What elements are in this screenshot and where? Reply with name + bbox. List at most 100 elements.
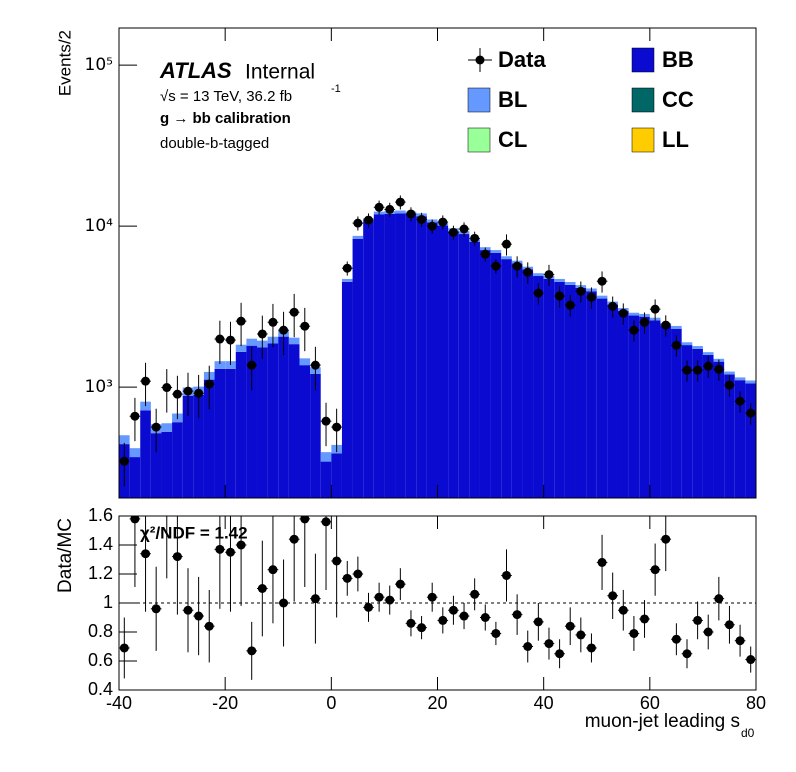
data-point: [225, 335, 235, 345]
stack-segment: [214, 361, 226, 369]
ratio-point: [438, 615, 448, 625]
ratio-point: [300, 516, 310, 524]
stack-segment: [235, 344, 247, 352]
stack-segment: [416, 216, 427, 498]
stack-segment: [692, 348, 703, 498]
data-point: [576, 286, 586, 296]
data-point: [629, 325, 639, 335]
data-point: [533, 288, 543, 298]
ratio-point: [448, 605, 458, 615]
data-point: [204, 379, 214, 389]
ratio-point: [151, 604, 161, 614]
legend-label: CL: [498, 127, 527, 152]
data-point: [724, 380, 734, 390]
ratio-point: [671, 634, 681, 644]
y-tick-label: 10⁴: [85, 216, 114, 236]
ratio-point: [130, 516, 140, 524]
ratio-point: [332, 556, 342, 566]
stack-segment: [692, 346, 703, 349]
stack-segment: [458, 234, 470, 498]
stack-segment: [331, 453, 342, 498]
ratio-point: [597, 557, 607, 567]
data-point: [395, 197, 405, 207]
stack-segment: [352, 238, 364, 498]
lower-plot: [119, 516, 756, 680]
status: Internal: [245, 61, 315, 84]
stack-segment: [395, 210, 406, 214]
ratio-point: [544, 639, 554, 649]
ratio-point: [512, 610, 522, 620]
stack-segment: [214, 368, 226, 498]
ratio-point: [555, 649, 565, 659]
stack-segment: [310, 373, 321, 498]
stack-segment: [671, 328, 682, 498]
data-point: [565, 300, 575, 310]
y-axis-title: Data/MC: [55, 518, 76, 593]
ratio-point: [618, 605, 628, 615]
chi2-label: χ²/NDF = 1.42: [140, 523, 248, 542]
stack-segment: [299, 358, 311, 366]
data-point: [172, 389, 182, 399]
ratio-point: [491, 628, 501, 638]
data-point: [693, 365, 703, 375]
legend-marker: [475, 55, 485, 65]
stack-segment: [501, 256, 512, 260]
ratio-point: [480, 613, 490, 622]
ratio-point: [693, 615, 703, 625]
stack-segment: [554, 281, 565, 498]
stack-segment: [161, 423, 173, 432]
ratio-point: [629, 628, 639, 638]
stack-segment: [734, 380, 746, 498]
stack-segment: [352, 235, 364, 239]
legend-swatch: [631, 127, 655, 153]
data-point: [512, 261, 522, 271]
data-point: [438, 217, 448, 227]
ratio-point: [395, 579, 405, 589]
stack-segment: [288, 337, 300, 345]
data-point: [332, 422, 342, 432]
stack-segment: [628, 315, 640, 498]
ratio-point: [586, 643, 596, 653]
ratio-point: [746, 655, 756, 665]
data-point: [523, 267, 533, 277]
stack-segment: [320, 452, 332, 462]
stack-segment: [150, 433, 162, 498]
x-tick-label: 0: [326, 693, 336, 713]
data-point: [491, 261, 501, 271]
ratio-point: [661, 534, 671, 544]
stack-segment: [554, 278, 565, 282]
x-axis-title: muon-jet leading s: [585, 711, 740, 732]
data-point: [385, 204, 395, 214]
ratio-point: [225, 547, 235, 557]
ratio-point: [268, 565, 278, 575]
stack-segment: [533, 276, 544, 498]
stack-segment: [479, 250, 491, 498]
y-tick-label: 10³: [85, 377, 113, 397]
stack-segment: [724, 371, 735, 375]
ratio-point: [119, 643, 129, 653]
data-point: [608, 301, 618, 311]
stack-segment: [341, 281, 353, 498]
data-point: [459, 224, 469, 234]
stack-segment: [225, 368, 236, 498]
data-point: [310, 360, 320, 370]
y-tick-label: 0.6: [88, 650, 113, 670]
data-point: [640, 317, 650, 327]
ratio-point: [650, 565, 660, 575]
data-point: [374, 202, 384, 212]
stack-segment: [267, 343, 279, 498]
y-tick-label: 1: [103, 592, 113, 612]
stack-segment: [405, 214, 417, 498]
ratio-point: [703, 627, 713, 637]
ratio-point: [724, 620, 734, 630]
stack-segment: [734, 377, 746, 381]
data-point: [183, 386, 193, 396]
y-axis-title: Events/2: [55, 30, 74, 96]
stack-segment: [193, 394, 204, 498]
stack-segment: [426, 222, 438, 498]
stack-segment: [745, 380, 756, 384]
data-point: [597, 276, 607, 286]
data-point: [279, 325, 289, 335]
ratio-point: [247, 646, 257, 656]
